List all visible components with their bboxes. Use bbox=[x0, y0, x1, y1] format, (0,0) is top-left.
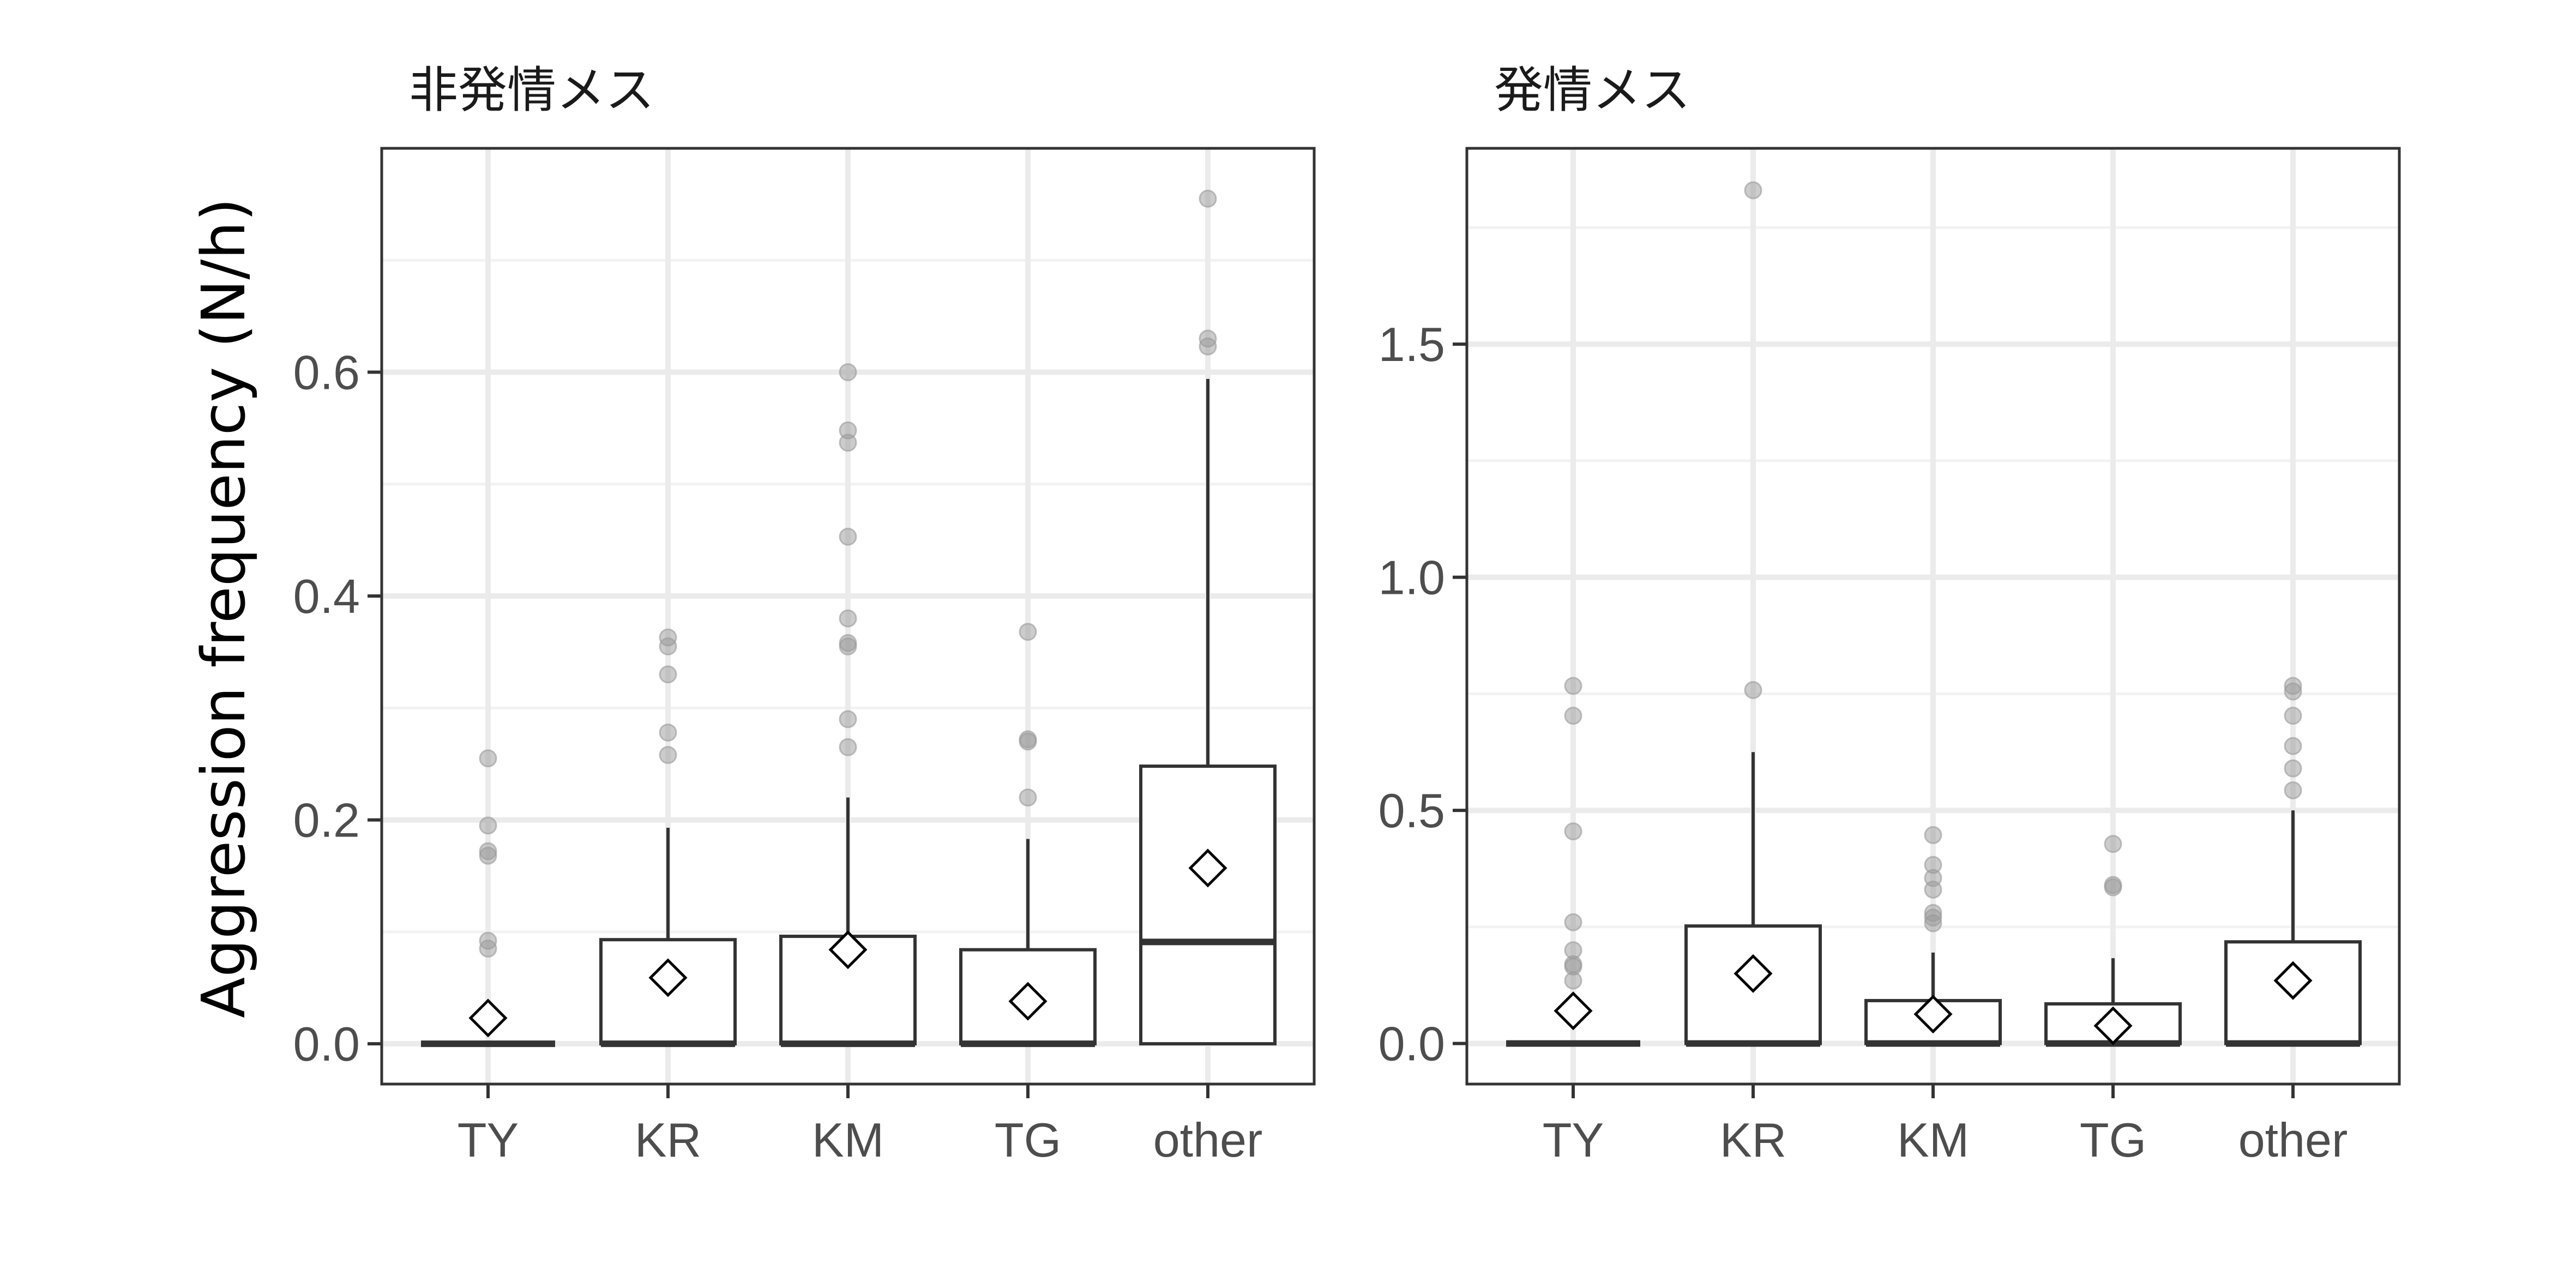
outlier-point bbox=[479, 816, 497, 835]
box-other bbox=[2224, 677, 2362, 1047]
x-tick-label: KR bbox=[635, 1113, 701, 1167]
outlier-point bbox=[1564, 913, 1582, 931]
box-other bbox=[1139, 189, 1277, 1046]
outlier-point bbox=[1199, 189, 1217, 208]
outlier-point bbox=[2104, 835, 2122, 853]
mean-marker bbox=[1008, 982, 1048, 1021]
x-tick-label: other bbox=[1153, 1113, 1263, 1167]
x-tick-label: TY bbox=[1543, 1113, 1604, 1167]
box-body bbox=[1139, 765, 1277, 1046]
outlier-point bbox=[479, 940, 497, 958]
x-tick-label: TY bbox=[458, 1113, 519, 1167]
outlier-point bbox=[479, 846, 497, 865]
x-tick-label: TG bbox=[995, 1113, 1061, 1167]
mean-marker bbox=[828, 930, 868, 970]
x-tick-label: KR bbox=[1720, 1113, 1786, 1167]
box-TG bbox=[959, 623, 1097, 1048]
outlier-point bbox=[1564, 707, 1582, 725]
y-axis-title: Aggression frequency (N/h) bbox=[189, 198, 258, 1018]
panel-estrous: 0.0 0.5 1.0 1.5 TY KR KM TG other 発情メス bbox=[1379, 62, 2401, 1167]
mean-marker bbox=[2093, 1006, 2133, 1045]
y-tick-label: 0.0 bbox=[293, 1017, 360, 1071]
outlier-point bbox=[2284, 759, 2302, 778]
box-KM bbox=[779, 363, 917, 1048]
x-tick-label: TG bbox=[2080, 1113, 2146, 1167]
y-tick-label: 0.4 bbox=[293, 569, 360, 623]
box-KR bbox=[599, 628, 737, 1048]
outlier-point bbox=[659, 637, 677, 655]
outlier-point bbox=[1744, 181, 1762, 200]
outlier-point bbox=[2104, 878, 2122, 896]
outlier-point bbox=[659, 746, 677, 765]
panel-title: 発情メス bbox=[1494, 62, 1690, 119]
outlier-point bbox=[2284, 781, 2302, 799]
outlier-point bbox=[2284, 737, 2302, 755]
mean-marker bbox=[2273, 961, 2313, 1000]
outlier-point bbox=[1744, 681, 1762, 700]
box-TY bbox=[1506, 677, 1640, 1047]
y-tick-label: 1.0 bbox=[1379, 551, 1445, 605]
outlier-point bbox=[1019, 732, 1037, 751]
box-TG bbox=[2044, 835, 2182, 1047]
box-KR bbox=[1684, 181, 1822, 1047]
mean-marker bbox=[468, 998, 508, 1038]
outlier-point bbox=[839, 527, 857, 546]
mean-marker bbox=[1554, 991, 1593, 1031]
outlier-point bbox=[2284, 682, 2302, 701]
x-tick-label: KM bbox=[812, 1113, 884, 1167]
y-tick-label: 0.5 bbox=[1379, 784, 1445, 838]
outlier-point bbox=[839, 710, 857, 729]
mean-marker bbox=[1913, 995, 1953, 1034]
y-tick-label: 0.6 bbox=[293, 346, 360, 400]
box-KM bbox=[1864, 826, 2002, 1047]
x-tick-label: other bbox=[2238, 1113, 2348, 1167]
mean-marker bbox=[1188, 848, 1227, 888]
outlier-point bbox=[1564, 822, 1582, 841]
box-TY bbox=[421, 749, 555, 1048]
outlier-point bbox=[1564, 971, 1582, 990]
outlier-point bbox=[1924, 826, 1942, 844]
outlier-point bbox=[659, 723, 677, 742]
outlier-point bbox=[1924, 880, 1942, 899]
outlier-point bbox=[1564, 677, 1582, 695]
outlier-point bbox=[1019, 789, 1037, 807]
outlier-point bbox=[839, 637, 857, 655]
outlier-point bbox=[1199, 337, 1217, 356]
panel-title: 非発情メス bbox=[409, 62, 654, 119]
mean-marker bbox=[1734, 954, 1773, 993]
outlier-point bbox=[839, 434, 857, 452]
y-tick-label: 1.5 bbox=[1379, 317, 1445, 371]
outlier-point bbox=[839, 363, 857, 382]
mean-marker bbox=[648, 958, 688, 997]
outlier-point bbox=[839, 738, 857, 756]
outlier-point bbox=[1924, 914, 1942, 932]
outlier-point bbox=[479, 749, 497, 768]
y-tick-label: 0.2 bbox=[293, 793, 360, 847]
x-tick-label: KM bbox=[1897, 1113, 1969, 1167]
panel-non-estrous: 0.0 0.2 0.4 0.6 TY KR KM TG other 非発情メス bbox=[293, 62, 1316, 1167]
outlier-point bbox=[2284, 707, 2302, 725]
y-tick-label: 0.0 bbox=[1379, 1017, 1445, 1071]
outlier-point bbox=[839, 609, 857, 628]
outlier-point bbox=[1019, 623, 1037, 641]
outlier-point bbox=[659, 665, 677, 684]
